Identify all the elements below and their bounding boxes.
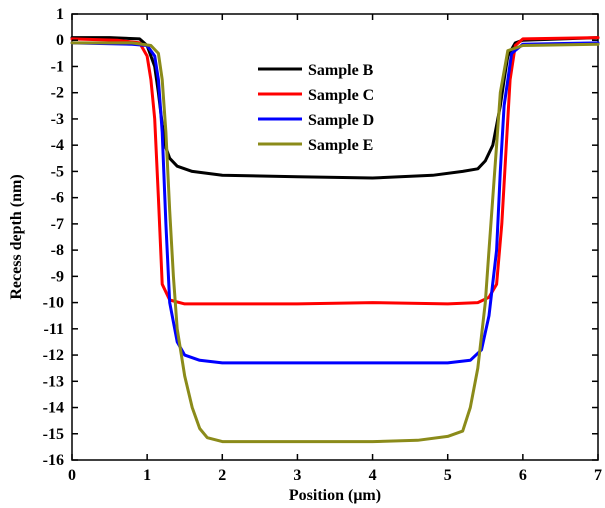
series-line-sample-d bbox=[70, 41, 600, 365]
y-tick-label: -2 bbox=[51, 85, 64, 102]
axis-ticks bbox=[71, 13, 599, 461]
x-tick-label: 4 bbox=[369, 467, 377, 484]
legend-label: Sample E bbox=[308, 137, 373, 154]
y-tick-label: -13 bbox=[43, 373, 64, 390]
y-tick-label: -9 bbox=[51, 268, 64, 285]
x-tick-label: 0 bbox=[68, 467, 76, 484]
series-line-sample-b bbox=[70, 36, 600, 180]
y-tick-label: 0 bbox=[56, 32, 64, 49]
y-tick-label: -1 bbox=[51, 58, 64, 75]
y-tick-label: -14 bbox=[43, 400, 64, 417]
x-tick-label: 7 bbox=[594, 467, 602, 484]
x-tick-label: 6 bbox=[519, 467, 527, 484]
series-line-sample-e bbox=[70, 41, 600, 444]
legend: Sample B Sample C Sample D Sample E bbox=[258, 62, 374, 154]
y-tick-label: -10 bbox=[43, 295, 64, 312]
legend-label: Sample C bbox=[308, 87, 374, 104]
y-axis-title: Recess depth (nm) bbox=[8, 174, 25, 299]
series-lines bbox=[70, 36, 600, 444]
legend-label: Sample D bbox=[308, 112, 374, 129]
x-axis-title: Position (μm) bbox=[289, 487, 381, 504]
y-tick-label: -12 bbox=[43, 347, 64, 364]
x-tick-label: 2 bbox=[218, 467, 226, 484]
legend-label: Sample B bbox=[308, 62, 374, 79]
plot-frame bbox=[71, 13, 599, 461]
axis-tick-labels: 0 1 2 3 4 5 6 7 1 0 -1 -2 -3 -4 -5 -6 -7 -8 -9 -10 -11 -12 -13… bbox=[43, 6, 602, 484]
y-tick-label: -8 bbox=[51, 242, 64, 259]
plot-border bbox=[71, 13, 599, 461]
y-tick-label: -3 bbox=[51, 111, 64, 128]
y-tick-label: -6 bbox=[51, 190, 64, 207]
y-tick-label: -5 bbox=[51, 163, 64, 180]
y-tick-label: -7 bbox=[51, 216, 64, 233]
x-tick-label: 1 bbox=[143, 467, 151, 484]
y-tick-label: -15 bbox=[43, 426, 64, 443]
y-tick-label: -16 bbox=[43, 452, 64, 469]
series-line-sample-c bbox=[70, 36, 600, 306]
y-tick-label: -4 bbox=[51, 137, 64, 154]
y-tick-label: 1 bbox=[56, 6, 64, 23]
x-tick-label: 5 bbox=[444, 467, 452, 484]
x-tick-label: 3 bbox=[293, 467, 301, 484]
y-tick-label: -11 bbox=[44, 321, 64, 338]
